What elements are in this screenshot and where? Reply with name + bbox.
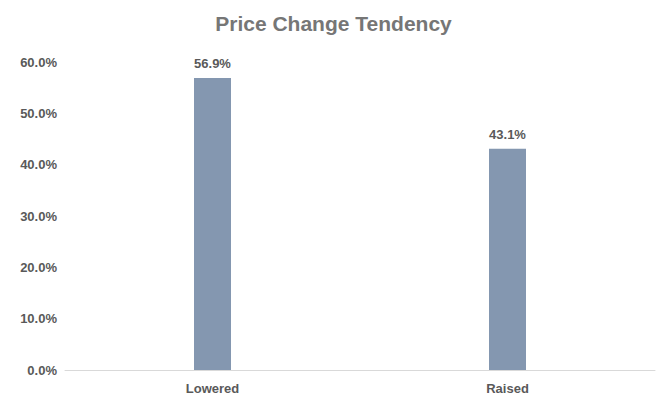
svg-text:30.0%: 30.0% [20, 209, 57, 224]
svg-text:0.0%: 0.0% [27, 363, 57, 378]
svg-text:Lowered: Lowered [186, 381, 240, 396]
svg-text:43.1%: 43.1% [489, 127, 526, 142]
svg-text:60.0%: 60.0% [20, 55, 57, 70]
svg-text:56.9%: 56.9% [194, 56, 231, 71]
svg-text:50.0%: 50.0% [20, 106, 57, 121]
svg-text:Raised: Raised [486, 381, 529, 396]
svg-text:20.0%: 20.0% [20, 260, 57, 275]
svg-text:Price Change Tendency: Price Change Tendency [215, 12, 452, 35]
svg-text:10.0%: 10.0% [20, 311, 57, 326]
svg-text:40.0%: 40.0% [20, 157, 57, 172]
